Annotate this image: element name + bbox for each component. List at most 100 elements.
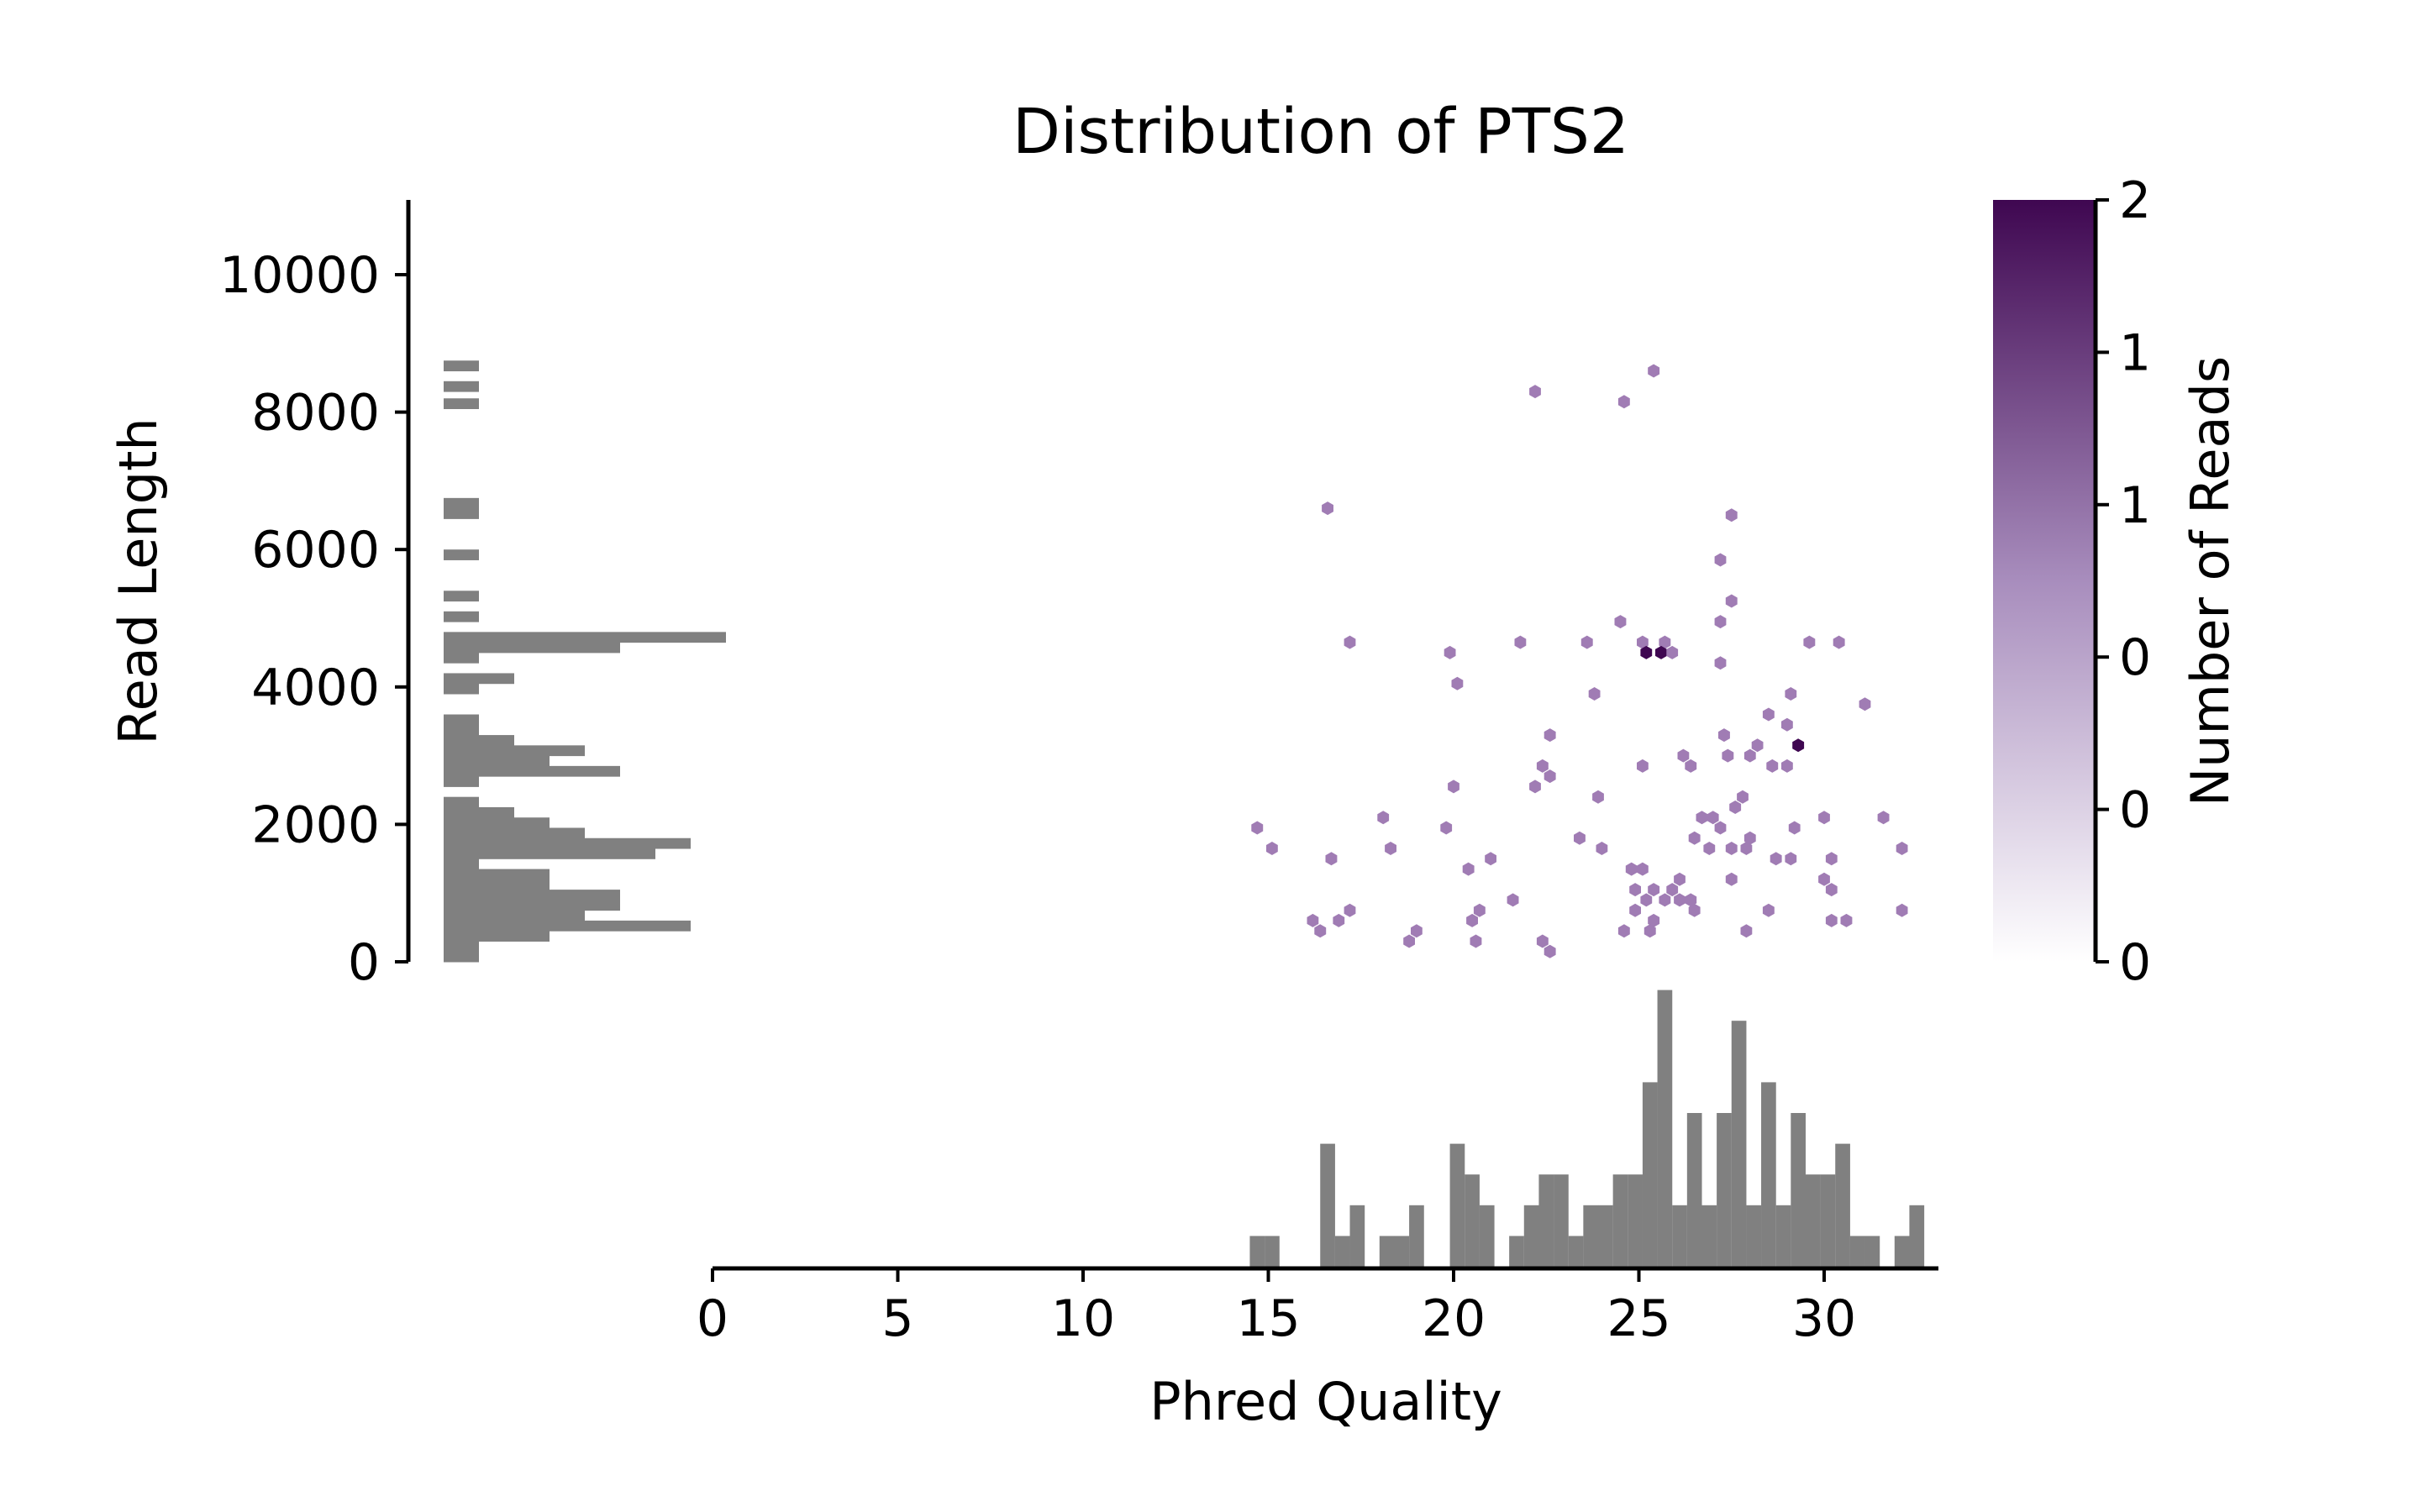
x-histogram-bar (1479, 1205, 1495, 1267)
hexbin-cell (1877, 811, 1890, 825)
x-axis-label: Phred Quality (1149, 1371, 1502, 1432)
x-histogram-bar (1349, 1205, 1365, 1267)
hexbin-cell (1803, 635, 1816, 649)
hexbin-cell (1325, 852, 1338, 866)
y-histogram-bar (444, 765, 620, 777)
hexbin-cell (1740, 842, 1753, 855)
hexbin-cell (1792, 738, 1805, 753)
hexbin-cell (1596, 842, 1608, 855)
hexbin-cell (1648, 883, 1660, 897)
hexbin-cell (1322, 501, 1333, 516)
y-histogram-bar (444, 796, 479, 808)
x-histogram-bar (1597, 1205, 1613, 1267)
y-axis: 0 2000 4000 6000 8000 10000 (219, 200, 411, 992)
hexbin-cell (1514, 635, 1527, 649)
hexbin-cell (1637, 635, 1649, 649)
x-histogram-bar (1249, 1236, 1265, 1267)
y-histogram-bar (444, 611, 479, 622)
hexbin-cell (1648, 913, 1660, 927)
x-tick-label: 10 (1051, 1289, 1115, 1348)
hexbin-cell (1451, 676, 1464, 690)
x-histogram-bar (1672, 1205, 1687, 1267)
hexbin-cell (1544, 944, 1556, 958)
hexbin-cell (1714, 615, 1727, 629)
colorbar-gradient (1993, 200, 2096, 962)
y-histogram-bar (444, 673, 514, 685)
x-histogram-bar (1379, 1236, 1395, 1267)
hexbin-cell (1588, 687, 1601, 701)
hexbin-cell (1592, 790, 1604, 804)
hexbin-cell (1629, 883, 1641, 897)
hexbin-cell (1617, 395, 1630, 409)
hexbin-cell (1896, 842, 1908, 855)
hexbin-cell (1466, 913, 1478, 927)
colorbar-tick-label: 0 (2119, 781, 2151, 840)
hexbin-cell (1743, 831, 1756, 845)
hexbin-cell (1674, 872, 1686, 886)
x-histogram-bar (1583, 1205, 1599, 1267)
x-histogram-bar (1731, 1021, 1747, 1267)
hexbin-cell (1344, 635, 1356, 649)
x-histogram-bar (1334, 1236, 1350, 1267)
hexbin-cell (1536, 934, 1549, 948)
hexbin-cell (1659, 893, 1671, 907)
x-histogram-bar (1775, 1205, 1791, 1267)
x-histogram-bar (1894, 1236, 1910, 1267)
x-tick-label: 30 (1792, 1289, 1856, 1348)
hexbin-cell (1643, 924, 1656, 938)
colorbar-tick-label: 0 (2119, 933, 2151, 992)
y-histogram-bar (444, 497, 479, 509)
x-histogram-bar (1449, 1143, 1465, 1267)
hexbin-cell (1648, 364, 1660, 378)
hexbin-cell (1529, 385, 1541, 399)
y-histogram-bar (444, 642, 620, 654)
x-tick-label: 20 (1422, 1289, 1486, 1348)
hexbin-cell (1674, 893, 1686, 907)
y-histogram-bar (444, 632, 726, 643)
y-tick-label: 2000 (251, 795, 380, 854)
y-histogram-bar (444, 776, 479, 787)
hexbin-cell (1725, 594, 1738, 608)
hexbin-cell (1762, 707, 1775, 722)
hexbin-cell (1485, 852, 1496, 866)
y-histogram-bar (444, 508, 479, 519)
y-histogram-bar (444, 848, 655, 859)
x-histogram-bar (1805, 1174, 1821, 1267)
y-histogram-bar (444, 724, 479, 736)
hexbin-cell (1714, 553, 1727, 567)
hexbin-cell (1629, 903, 1641, 917)
hexbin-cell (1307, 913, 1319, 927)
hexbin-cell (1785, 852, 1797, 866)
x-histogram-bar (1409, 1205, 1424, 1267)
y-histogram-bar (444, 879, 550, 890)
x-tick-label: 0 (697, 1289, 728, 1348)
y-tick-label: 4000 (251, 659, 380, 717)
hexbin-cell (1781, 717, 1793, 732)
hexbin-cell (1703, 842, 1716, 855)
y-histogram-bar (444, 745, 585, 757)
colorbar-tick-label: 1 (2119, 323, 2151, 382)
y-histogram-bar (444, 381, 479, 392)
hexbin-cell (1770, 852, 1782, 866)
hexbin-cell (1766, 759, 1779, 773)
hexbin-cell (1666, 883, 1679, 897)
colorbar-tick-label: 0 (2119, 628, 2151, 687)
y-histogram-bar (444, 910, 585, 921)
hexbin-cell (1818, 811, 1830, 825)
hexbin-cell (1385, 842, 1396, 855)
x-histogram-bar (1686, 1113, 1702, 1267)
hexbin-cell (1637, 759, 1649, 773)
hexbin-cell (1725, 508, 1738, 522)
hexbin-cell (1722, 748, 1734, 763)
y-histogram-bar (444, 755, 550, 767)
hexbin-cell (1825, 883, 1838, 897)
hexbin-cell (1617, 924, 1630, 938)
hexbin-cell (1725, 872, 1738, 886)
x-histogram-bar (1265, 1236, 1280, 1267)
hexbin-cell (1314, 924, 1327, 938)
hexbin-cell (1707, 811, 1719, 825)
hexbin-cell (1737, 790, 1749, 804)
y-tick-label: 10000 (219, 246, 380, 305)
hexbin-cell (1574, 831, 1586, 845)
hexbin-cell (1637, 862, 1649, 876)
